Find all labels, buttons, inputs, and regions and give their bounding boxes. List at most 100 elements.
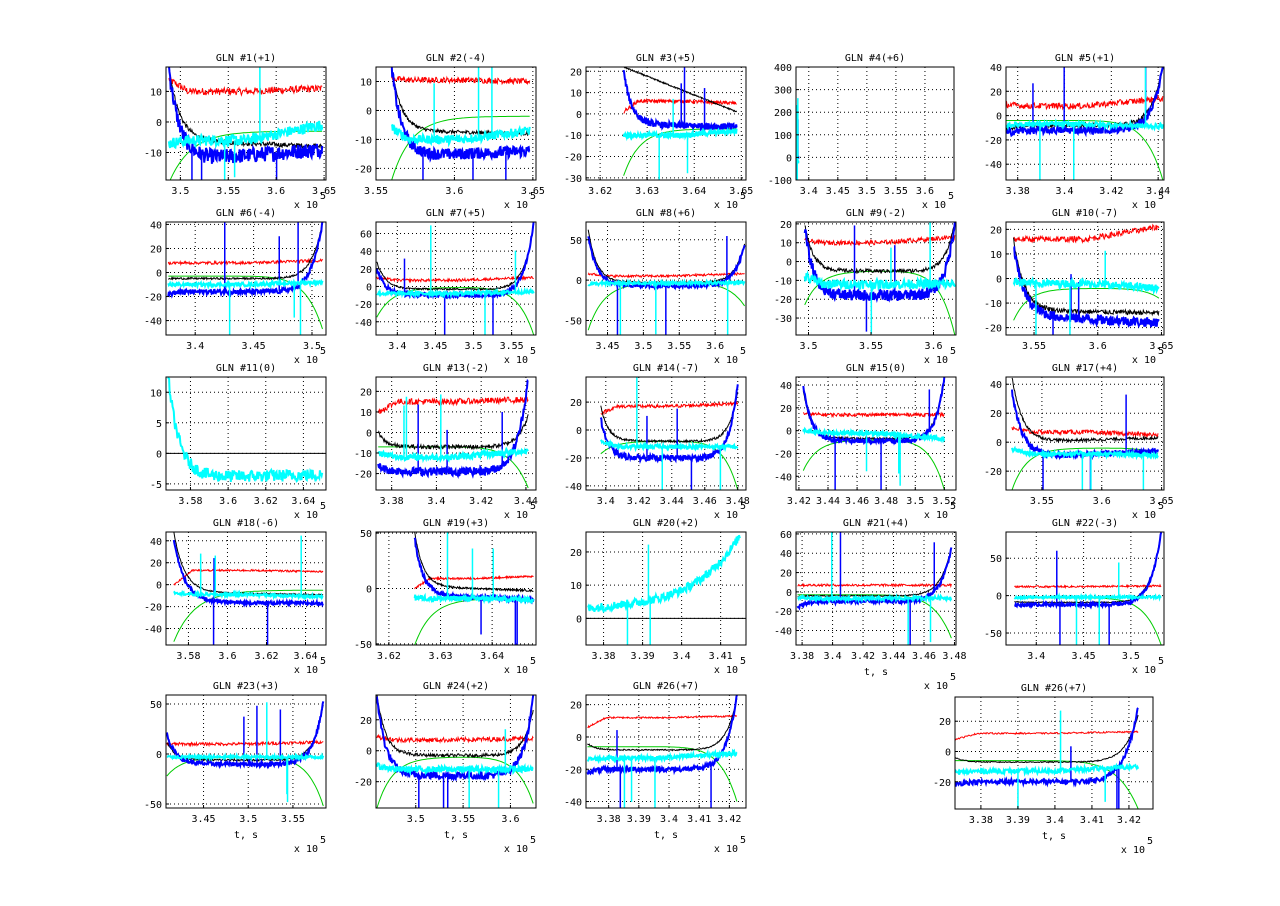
- subplot-p1: 3.5 3.55 3.6 3.65 -10 0 10 GLN #1(+1) x 105: [144, 53, 336, 211]
- x-tick-label: 3.44: [1146, 186, 1170, 197]
- subplot-p7: 3.4 3.45 3.5 3.55 -40 -20 0 20 40 60 GLN #7(+5) x 1…: [354, 208, 537, 366]
- x-tick-label: 3.39: [631, 651, 655, 662]
- x-tick-label: 3.55: [1022, 341, 1046, 352]
- series-green: [173, 589, 324, 642]
- series-group: [1006, 67, 1164, 180]
- series-blue: [167, 222, 324, 299]
- y-tick-label: -40: [774, 472, 792, 483]
- series-red: [1006, 94, 1164, 111]
- x-axis-label: t, s: [864, 667, 888, 678]
- y-tick-label: 0: [576, 276, 582, 287]
- subplot-title: GLN #10(-7): [1052, 208, 1118, 219]
- y-tick-label: 0: [996, 112, 1002, 123]
- x-tick-label: 3.41: [709, 651, 733, 662]
- series-group: [377, 379, 529, 489]
- series-group: [390, 67, 531, 180]
- series-group: [1011, 377, 1159, 490]
- y-tick-label: 0: [156, 268, 162, 279]
- subplot-title: GLN #23(+3): [213, 681, 279, 692]
- x-tick-label: 3.65: [312, 186, 336, 197]
- series-red: [600, 400, 739, 416]
- x-tick-label: 3.5: [906, 496, 924, 507]
- axes-box: [165, 221, 327, 336]
- y-tick-label: 0: [996, 275, 1002, 286]
- series-group: [166, 701, 325, 807]
- axes-background: [166, 67, 326, 180]
- y-tick-label: -10: [354, 135, 372, 146]
- series-green: [1006, 120, 1164, 180]
- x-tick-label: 3.58: [178, 496, 202, 507]
- series-red: [1014, 583, 1162, 590]
- x-multiplier-exponent: 5: [1147, 836, 1153, 847]
- axes-box: [1005, 376, 1165, 491]
- x-tick-label: 3.55: [281, 814, 305, 825]
- x-tick-label: 3.64: [293, 651, 317, 662]
- axes-box: [375, 66, 537, 181]
- subplot-p15: 3.42 3.44 3.46 3.48 3.5 3.52 -40 -20 0 20 40 GLN #1…: [774, 363, 957, 521]
- series-green: [955, 760, 1139, 809]
- x-tick-label: 3.48: [874, 496, 898, 507]
- series-blue: [955, 707, 1139, 788]
- x-tick-label: 3.55: [667, 341, 691, 352]
- x-tick-label: 3.62: [254, 496, 278, 507]
- x-multiplier: x 10: [714, 355, 738, 366]
- series-cyan: [1011, 445, 1159, 461]
- x-tick-label: 3.6: [445, 186, 463, 197]
- x-multiplier: x 10: [922, 200, 946, 211]
- subplot-title: GLN #26(+7): [1021, 683, 1087, 694]
- subplot-title: GLN #2(-4): [426, 53, 486, 64]
- series-group: [167, 222, 324, 335]
- axes-background: [166, 532, 326, 645]
- series-black: [376, 695, 534, 759]
- y-tick-label: 50: [990, 554, 1002, 565]
- series-group: [803, 222, 956, 335]
- series-group: [376, 695, 535, 808]
- series-cyan: [167, 120, 324, 150]
- axes-box: [165, 376, 327, 491]
- subplot-p3: 3.62 3.63 3.64 3.65 -30 -20 -10 0 10 20 GLN #3(+5)…: [564, 53, 753, 211]
- series-black: [167, 222, 323, 281]
- y-tick-label: 0: [945, 747, 951, 758]
- axes-box: [375, 376, 537, 491]
- x-tick-label: 3.5: [1122, 651, 1140, 662]
- x-tick-label: 3.44: [660, 496, 684, 507]
- axes-box: [954, 696, 1154, 810]
- x-tick-label: 3.65: [521, 186, 545, 197]
- y-tick-label: 100: [774, 131, 792, 142]
- axes-background: [796, 532, 956, 645]
- series-group: [599, 377, 739, 490]
- x-tick-label: 3.41: [687, 814, 711, 825]
- subplot-p26a: 3.38 3.39 3.4 3.41 3.42 -40 -20 0 20 GLN #26(+7) x…: [564, 681, 747, 855]
- y-tick-label: -40: [144, 625, 162, 636]
- y-tick-label: 20: [150, 559, 162, 570]
- grid-lines: [166, 532, 326, 645]
- x-multiplier: x 10: [924, 510, 948, 521]
- series-group: [622, 67, 738, 180]
- axes-box: [795, 66, 955, 181]
- subplot-p9: 3.5 3.55 3.6 -30 -20 -10 0 10 20 GLN #9(-2) x 105: [774, 208, 957, 366]
- series-group: [413, 532, 535, 645]
- subplot-title: GLN #13(-2): [423, 363, 489, 374]
- y-tick-label: 40: [150, 537, 162, 548]
- series-cyan: [413, 592, 535, 605]
- series-black: [587, 698, 738, 752]
- y-tick-label: 40: [990, 63, 1002, 74]
- x-tick-label: 3.55: [859, 341, 883, 352]
- y-tick-label: 0: [366, 585, 372, 596]
- series-group: [1013, 532, 1163, 645]
- x-multiplier-exponent: 5: [948, 191, 954, 202]
- y-tick-label: -20: [354, 300, 372, 311]
- series-blue: [168, 67, 324, 164]
- x-tick-label: 3.42: [787, 496, 811, 507]
- x-multiplier: x 10: [294, 355, 318, 366]
- series-red: [623, 97, 737, 114]
- axes-box: [585, 376, 747, 491]
- x-multiplier: x 10: [504, 665, 528, 676]
- y-tick-label: 10: [990, 250, 1002, 261]
- subplot-title: GLN #6(-4): [216, 208, 276, 219]
- x-tick-label: 3.39: [627, 814, 651, 825]
- subplot-p21: 3.38 3.4 3.42 3.44 3.46 3.48 -40 -20 0 20 40 60 GLN …: [774, 518, 967, 692]
- y-tick-label: -20: [564, 454, 582, 465]
- series-cyan: [390, 123, 531, 148]
